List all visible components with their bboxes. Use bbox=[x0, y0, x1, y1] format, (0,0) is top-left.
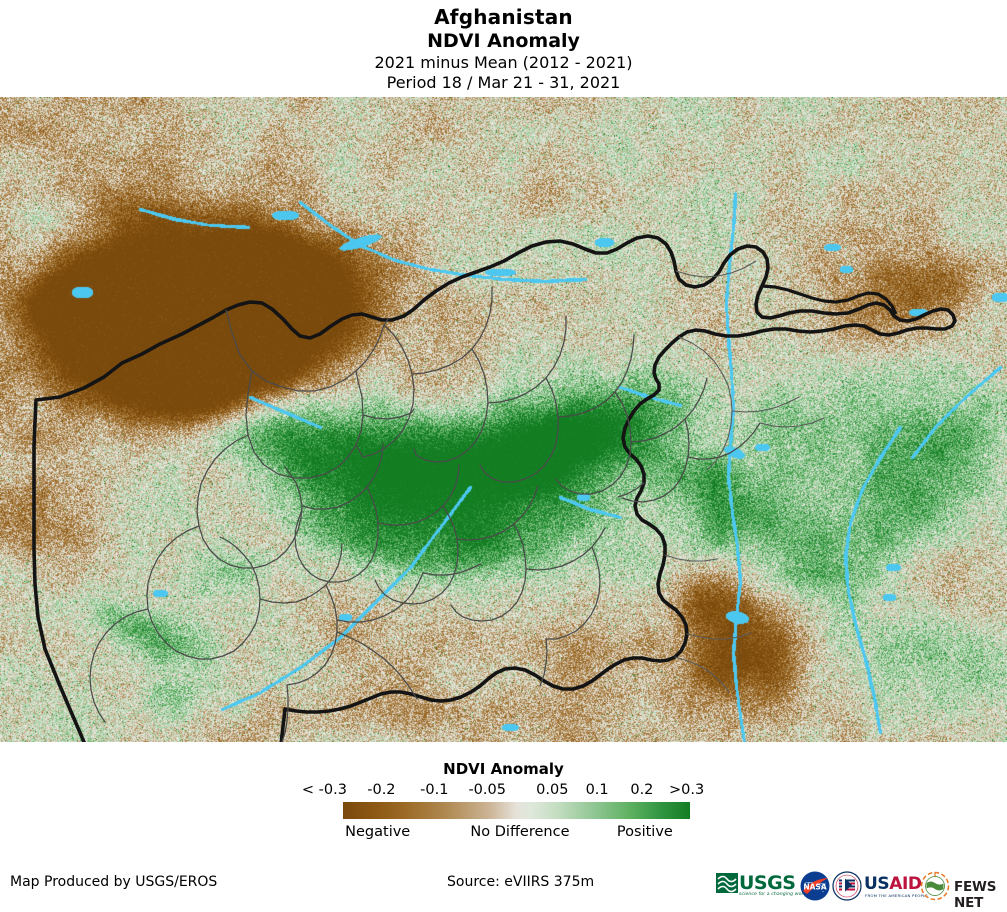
usgs-logo-tagline: science for a changing world bbox=[739, 892, 808, 897]
usaid-logo-tagline: FROM THE AMERICAN PEOPLE bbox=[865, 893, 929, 898]
usgs-wave-icon bbox=[716, 873, 738, 893]
footer-bar: Map Produced by USGS/EROS Source: eVIIRS… bbox=[0, 860, 1007, 912]
usgs-logo-word: USGS bbox=[739, 872, 796, 894]
legend-tick-3: -0.05 bbox=[468, 782, 506, 798]
legend-title: NDVI Anomaly bbox=[443, 760, 564, 778]
legend-tick-1: -0.2 bbox=[367, 782, 396, 798]
legend-panel: NDVI Anomaly < -0.3 -0.2 -0.1 -0.05 0.05 0.1 0… bbox=[0, 742, 1007, 860]
data-source: Source: eVIIRS 375m bbox=[447, 874, 595, 890]
legend-tick-0: < -0.3 bbox=[301, 782, 347, 798]
usaid-logo-word: USAID bbox=[864, 874, 922, 894]
legend-tick-2: -0.1 bbox=[420, 782, 449, 798]
admin1-boundaries bbox=[89, 286, 761, 742]
legend-band-1: No Difference bbox=[470, 824, 570, 840]
legend-band-2: Positive bbox=[616, 824, 673, 840]
fews-net-logo-word: FEWS NET bbox=[954, 879, 997, 911]
usaid-logo[interactable]: USAID FROM THE AMERICAN PEOPLE bbox=[832, 863, 936, 909]
comparison-label: 2021 minus Mean (2012 - 2021) bbox=[374, 53, 633, 72]
svg-text:NASA: NASA bbox=[803, 883, 826, 892]
legend-tick-6: 0.2 bbox=[630, 782, 654, 798]
map-boundaries-layer bbox=[32, 234, 957, 742]
legend-tick-labels: < -0.3 -0.2 -0.1 -0.05 0.05 0.1 0.2 >0.3 bbox=[300, 782, 707, 800]
page-title: Afghanistan bbox=[434, 5, 573, 29]
legend-tick-5: 0.1 bbox=[585, 782, 609, 798]
period-label: Period 18 / Mar 21 - 31, 2021 bbox=[386, 73, 621, 92]
legend-tick-4: 0.05 bbox=[536, 782, 569, 798]
agency-logos: USGS science for a changing world NASA bbox=[716, 863, 1007, 911]
legend-tick-7: >0.3 bbox=[669, 782, 705, 798]
ndvi-anomaly-colorbar bbox=[343, 802, 690, 819]
usaid-seal-icon bbox=[832, 871, 862, 901]
afghanistan-country-border bbox=[32, 234, 957, 742]
nasa-meatball-icon: NASA bbox=[800, 871, 830, 901]
map-title-block: Afghanistan NDVI Anomaly 2021 minus Mean… bbox=[0, 0, 1007, 97]
nasa-logo[interactable]: NASA bbox=[800, 863, 832, 909]
fews-net-logo[interactable]: FEWS NET bbox=[920, 863, 1007, 911]
map-credit: Map Produced by USGS/EROS bbox=[10, 874, 218, 890]
ndvi-anomaly-map[interactable] bbox=[0, 97, 1007, 742]
product-title: NDVI Anomaly bbox=[427, 30, 580, 52]
legend-band-0: Negative bbox=[345, 824, 411, 840]
wakhan-corridor-outline bbox=[761, 284, 898, 315]
ndvi-raster-layer bbox=[0, 97, 1007, 742]
neighbour-admin-boundaries bbox=[664, 260, 825, 693]
usgs-logo[interactable]: USGS science for a changing world bbox=[716, 863, 808, 909]
fews-net-globe-icon bbox=[920, 871, 950, 901]
